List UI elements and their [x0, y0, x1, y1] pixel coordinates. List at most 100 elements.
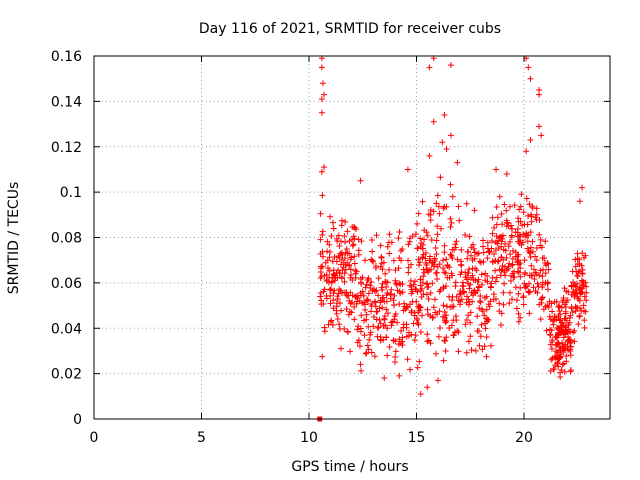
- data-point: [479, 308, 486, 315]
- data-point: [567, 367, 574, 374]
- data-point: [528, 262, 535, 269]
- data-point: [380, 259, 387, 266]
- data-point: [429, 314, 436, 321]
- data-point: [476, 305, 483, 312]
- data-point: [377, 297, 384, 304]
- data-point: [489, 230, 496, 237]
- data-point: [557, 353, 564, 360]
- data-point: [527, 229, 534, 236]
- data-point: [475, 328, 482, 335]
- data-point: [494, 258, 501, 265]
- data-point: [463, 274, 470, 281]
- data-point: [326, 254, 333, 261]
- outlier-point: [536, 91, 543, 98]
- data-point: [548, 356, 555, 363]
- data-point: [437, 225, 444, 232]
- data-point: [563, 352, 570, 359]
- y-tick-label: 0: [73, 412, 82, 428]
- data-point: [500, 289, 507, 296]
- data-point: [433, 350, 440, 357]
- data-point: [482, 270, 489, 277]
- data-point: [489, 214, 496, 221]
- data-point: [515, 310, 522, 317]
- data-point: [327, 292, 334, 299]
- outlier-point: [579, 184, 586, 191]
- data-point: [441, 269, 448, 276]
- data-point: [405, 241, 412, 248]
- data-point: [368, 308, 375, 315]
- data-point: [509, 247, 516, 254]
- data-point: [501, 280, 508, 287]
- data-point: [555, 330, 562, 337]
- data-point: [520, 294, 527, 301]
- data-point: [433, 237, 440, 244]
- data-point: [358, 312, 365, 319]
- data-point: [547, 332, 554, 339]
- data-point: [556, 317, 563, 324]
- data-point: [351, 316, 358, 323]
- data-point: [495, 245, 502, 252]
- data-point: [434, 223, 441, 230]
- data-point: [483, 334, 490, 341]
- data-point: [346, 261, 353, 268]
- data-point: [317, 275, 324, 282]
- outlier-point: [447, 62, 454, 69]
- data-point: [414, 220, 421, 227]
- data-point: [576, 313, 583, 320]
- data-point: [352, 226, 359, 233]
- data-point: [526, 250, 533, 257]
- axis-ticks: 0 0.02 0.04 0.06 0.08 0.1 0.12 0.14 0.16 0 5 10 15 20: [51, 49, 610, 446]
- data-point: [338, 256, 345, 263]
- data-point: [444, 274, 451, 281]
- data-point: [335, 253, 342, 260]
- outlier-point: [319, 80, 326, 87]
- data-point: [555, 356, 562, 363]
- data-point: [390, 301, 397, 308]
- data-point: [433, 269, 440, 276]
- data-point: [478, 271, 485, 278]
- data-point: [477, 292, 484, 299]
- data-point: [442, 347, 449, 354]
- data-point: [480, 258, 487, 265]
- data-point: [499, 232, 506, 239]
- data-point: [391, 292, 398, 299]
- data-point: [514, 305, 521, 312]
- data-point: [477, 299, 484, 306]
- data-point: [549, 355, 556, 362]
- data-point: [480, 249, 487, 256]
- data-point: [420, 251, 427, 258]
- data-point: [570, 329, 577, 336]
- y-tick-label: 0.16: [51, 49, 82, 65]
- data-point: [440, 313, 447, 320]
- data-point: [329, 322, 336, 329]
- data-point: [553, 298, 560, 305]
- data-point: [420, 273, 427, 280]
- data-point: [509, 296, 515, 303]
- data-point: [347, 308, 354, 315]
- data-point: [568, 291, 575, 298]
- data-point: [397, 247, 404, 254]
- data-point: [441, 337, 448, 344]
- outlier-point: [527, 136, 534, 143]
- data-point: [497, 321, 504, 328]
- data-point: [396, 288, 403, 295]
- data-point: [429, 280, 436, 287]
- data-point: [463, 293, 470, 300]
- data-point: [408, 307, 415, 314]
- data-point: [363, 281, 370, 288]
- data-point: [354, 339, 361, 346]
- data-point: [371, 298, 378, 305]
- data-point: [554, 360, 561, 367]
- data-point: [449, 193, 456, 200]
- data-point: [574, 250, 581, 257]
- data-point: [461, 289, 468, 296]
- data-point: [347, 266, 354, 273]
- data-point: [467, 319, 474, 326]
- data-point: [580, 302, 587, 309]
- data-point: [334, 316, 341, 323]
- data-point: [447, 223, 454, 230]
- data-point: [415, 319, 422, 326]
- data-point: [537, 236, 544, 243]
- data-point: [324, 238, 331, 245]
- data-point: [506, 300, 513, 307]
